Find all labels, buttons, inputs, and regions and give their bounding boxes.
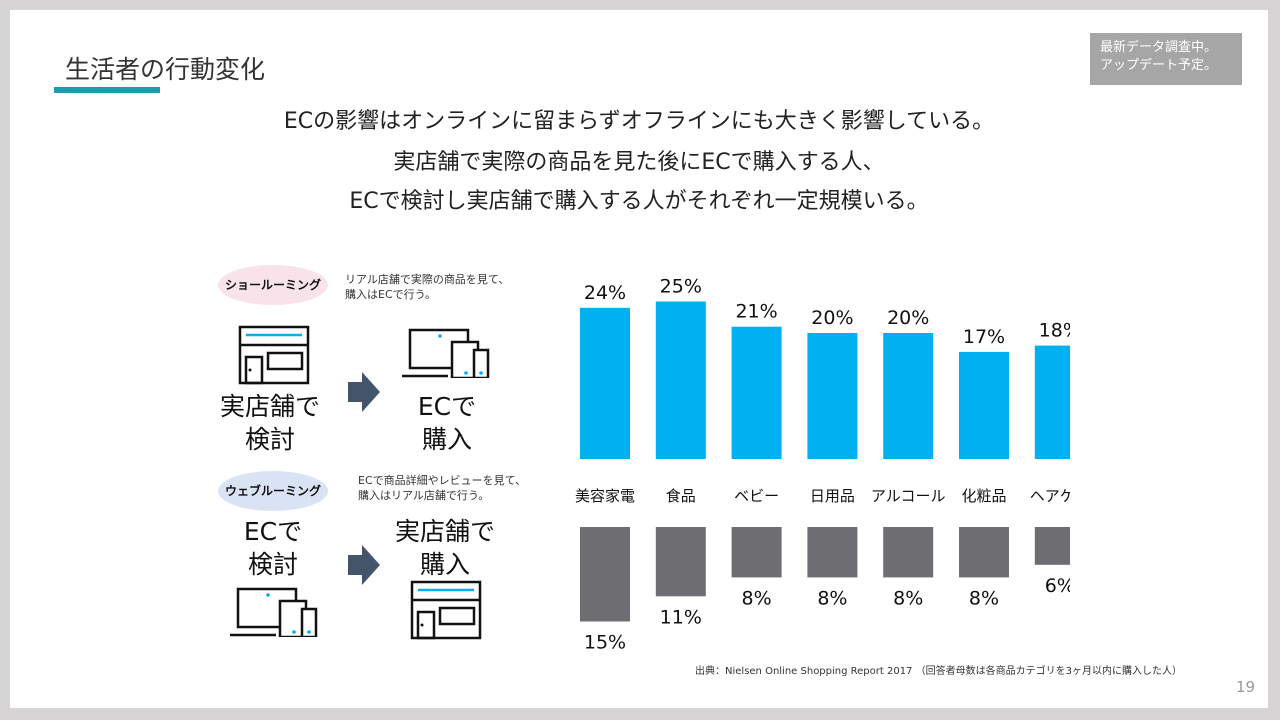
arrow-right-icon	[348, 545, 380, 585]
page-title: 生活者の行動変化	[65, 55, 266, 84]
note-line: アップデート予定。	[1100, 58, 1218, 73]
showrooming-label: ショールーミング	[218, 265, 328, 305]
bar-showrooming	[883, 333, 934, 459]
devices-icon	[230, 587, 318, 637]
data-label: 24%	[584, 282, 626, 304]
category-label: 化粧品	[961, 487, 1006, 505]
data-label: 17%	[963, 326, 1005, 348]
bar-webrooming	[807, 527, 858, 578]
data-label: 20%	[887, 307, 929, 329]
showrooming-desc: リアル店舗で実際の商品を見て、 購入はECで行う。	[345, 272, 509, 302]
category-label: 日用品	[810, 487, 855, 505]
note-line: 最新データ調査中。	[1100, 40, 1218, 55]
page-number: 19	[1236, 678, 1256, 696]
text-line: 購入	[421, 425, 472, 454]
arrow-right-icon	[348, 372, 380, 412]
devices-icon	[402, 328, 490, 378]
source-note: 出典：Nielsen Online Shopping Report 2017 （…	[695, 666, 1182, 677]
desc-line: ECで商品詳細やレビューを見て、	[358, 474, 527, 487]
data-label: 25%	[660, 276, 702, 298]
webrooming-label: ウェブルーミング	[218, 471, 328, 511]
category-label: 美容家電	[575, 487, 635, 505]
bar-webrooming	[731, 527, 782, 578]
text-line: 購入	[419, 550, 470, 579]
message-line: ECで検討し実店舗で購入する人がそれぞれ一定規模いる。	[349, 189, 929, 214]
data-label: 8%	[969, 587, 999, 609]
showrooming-to: ECで購入	[387, 390, 507, 456]
webrooming-from: ECで検討	[213, 515, 333, 581]
bar-chart: 美容家電 24% 15% 食品 25% 11% ベビー 21% 8% 日用品 20% 8% アルコール 2…	[575, 276, 1070, 651]
desc-line: 購入はECで行う。	[345, 288, 436, 301]
text-line: 検討	[247, 550, 298, 579]
desc-line: 購入はリアル店舗で行う。	[358, 489, 490, 502]
webrooming-to: 実店舗で 購入	[385, 515, 505, 581]
data-label: 8%	[817, 587, 847, 609]
bar-webrooming	[1034, 527, 1070, 565]
category-label: 食品	[666, 487, 696, 505]
text-line: ECで	[417, 392, 477, 421]
text-line: 実店舗で	[394, 517, 495, 546]
data-label: 8%	[742, 587, 772, 609]
bar-showrooming	[731, 326, 782, 459]
showrooming-from: 実店舗で 検討	[210, 390, 330, 456]
bar-webrooming	[959, 527, 1009, 578]
category-label: ベビー	[734, 487, 779, 505]
data-label: 11%	[660, 606, 702, 628]
update-note: 最新データ調査中。 アップデート予定。	[1090, 33, 1242, 85]
data-label: 6%	[1045, 575, 1070, 597]
category-label: ヘアケア	[1030, 487, 1070, 505]
bar-showrooming	[580, 307, 630, 459]
text-line: ECで	[243, 517, 303, 546]
message-line: 実店舗で実際の商品を見た後にECで購入する人、	[393, 150, 885, 175]
store-icon	[410, 580, 482, 640]
text-line: 実店舗で	[219, 392, 320, 421]
bar-webrooming	[883, 527, 934, 578]
bar-showrooming	[655, 301, 706, 459]
bar-webrooming	[580, 527, 630, 622]
bar-showrooming	[959, 351, 1009, 459]
slide: 生活者の行動変化 最新データ調査中。 アップデート予定。 ECの影響はオンラインに…	[10, 10, 1268, 708]
bar-showrooming	[1034, 345, 1070, 459]
data-label: 21%	[735, 301, 777, 323]
data-label: 8%	[893, 587, 923, 609]
text-line: 検討	[244, 425, 295, 454]
category-label: アルコール	[871, 487, 946, 505]
title-underline	[54, 87, 160, 93]
store-icon	[238, 325, 310, 385]
message-line: ECの影響はオンラインに留まらずオフラインにも大きく影響している。	[283, 109, 995, 134]
webrooming-desc: ECで商品詳細やレビューを見て、 購入はリアル店舗で行う。	[358, 473, 526, 503]
desc-line: リアル店舗で実際の商品を見て、	[345, 273, 510, 286]
data-label: 20%	[811, 307, 853, 329]
bar-showrooming	[807, 333, 858, 459]
data-label: 18%	[1039, 320, 1070, 342]
bar-webrooming	[655, 527, 706, 597]
data-label: 15%	[584, 632, 626, 651]
